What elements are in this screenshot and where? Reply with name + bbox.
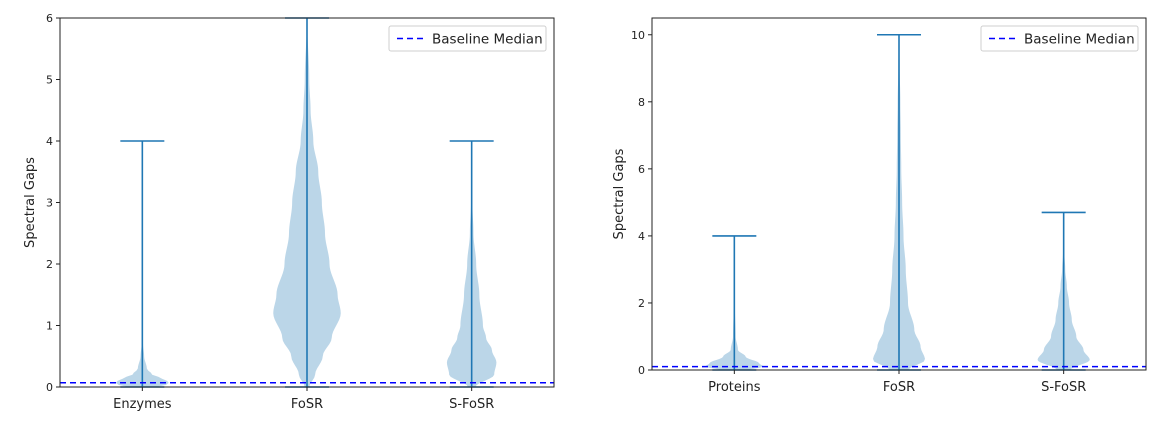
y-tick-label: 8	[638, 96, 645, 109]
legend: Baseline Median	[388, 25, 547, 52]
y-tick-label: 6	[638, 163, 645, 176]
x-tick-label-fosr: FoSR	[291, 397, 323, 412]
x-tick-label-fosr: FoSR	[883, 380, 915, 395]
y-tick-label: 5	[46, 74, 53, 87]
y-tick-label: 10	[631, 29, 645, 42]
legend-box	[980, 25, 1139, 52]
chart-1: 0 1 2 3 4 5 6 Enzymes FoSR S-FoSR Spectral Gaps Bas…	[23, 12, 555, 412]
x-tick-label-s-fosr: S-FoSR	[1041, 380, 1086, 395]
x-tick-label-s-fosr: S-FoSR	[449, 397, 494, 412]
legend-box	[388, 25, 547, 52]
y-tick-label: 2	[638, 297, 645, 310]
y-tick-label: 1	[46, 320, 53, 333]
legend: Baseline Median	[980, 25, 1139, 52]
legend-label: Baseline Median	[432, 32, 543, 48]
y-tick-label: 6	[46, 12, 53, 25]
x-tick-label-proteins: Proteins	[708, 380, 761, 395]
chart-2: 0 2 4 6 8 10 Proteins FoSR S-FoSR Spectral Gaps Ba…	[612, 17, 1147, 395]
y-tick-label: 4	[638, 230, 645, 243]
y-axis-label: Spectral Gaps	[612, 148, 627, 239]
y-tick-label: 0	[638, 364, 645, 377]
y-tick-label: 2	[46, 258, 53, 271]
x-tick-label-enzymes: Enzymes	[113, 397, 172, 412]
legend-label: Baseline Median	[1024, 32, 1135, 48]
y-tick-label: 4	[46, 135, 53, 148]
y-tick-label: 0	[46, 381, 53, 394]
y-tick-label: 3	[46, 197, 53, 210]
y-axis-label: Spectral Gaps	[23, 157, 38, 248]
